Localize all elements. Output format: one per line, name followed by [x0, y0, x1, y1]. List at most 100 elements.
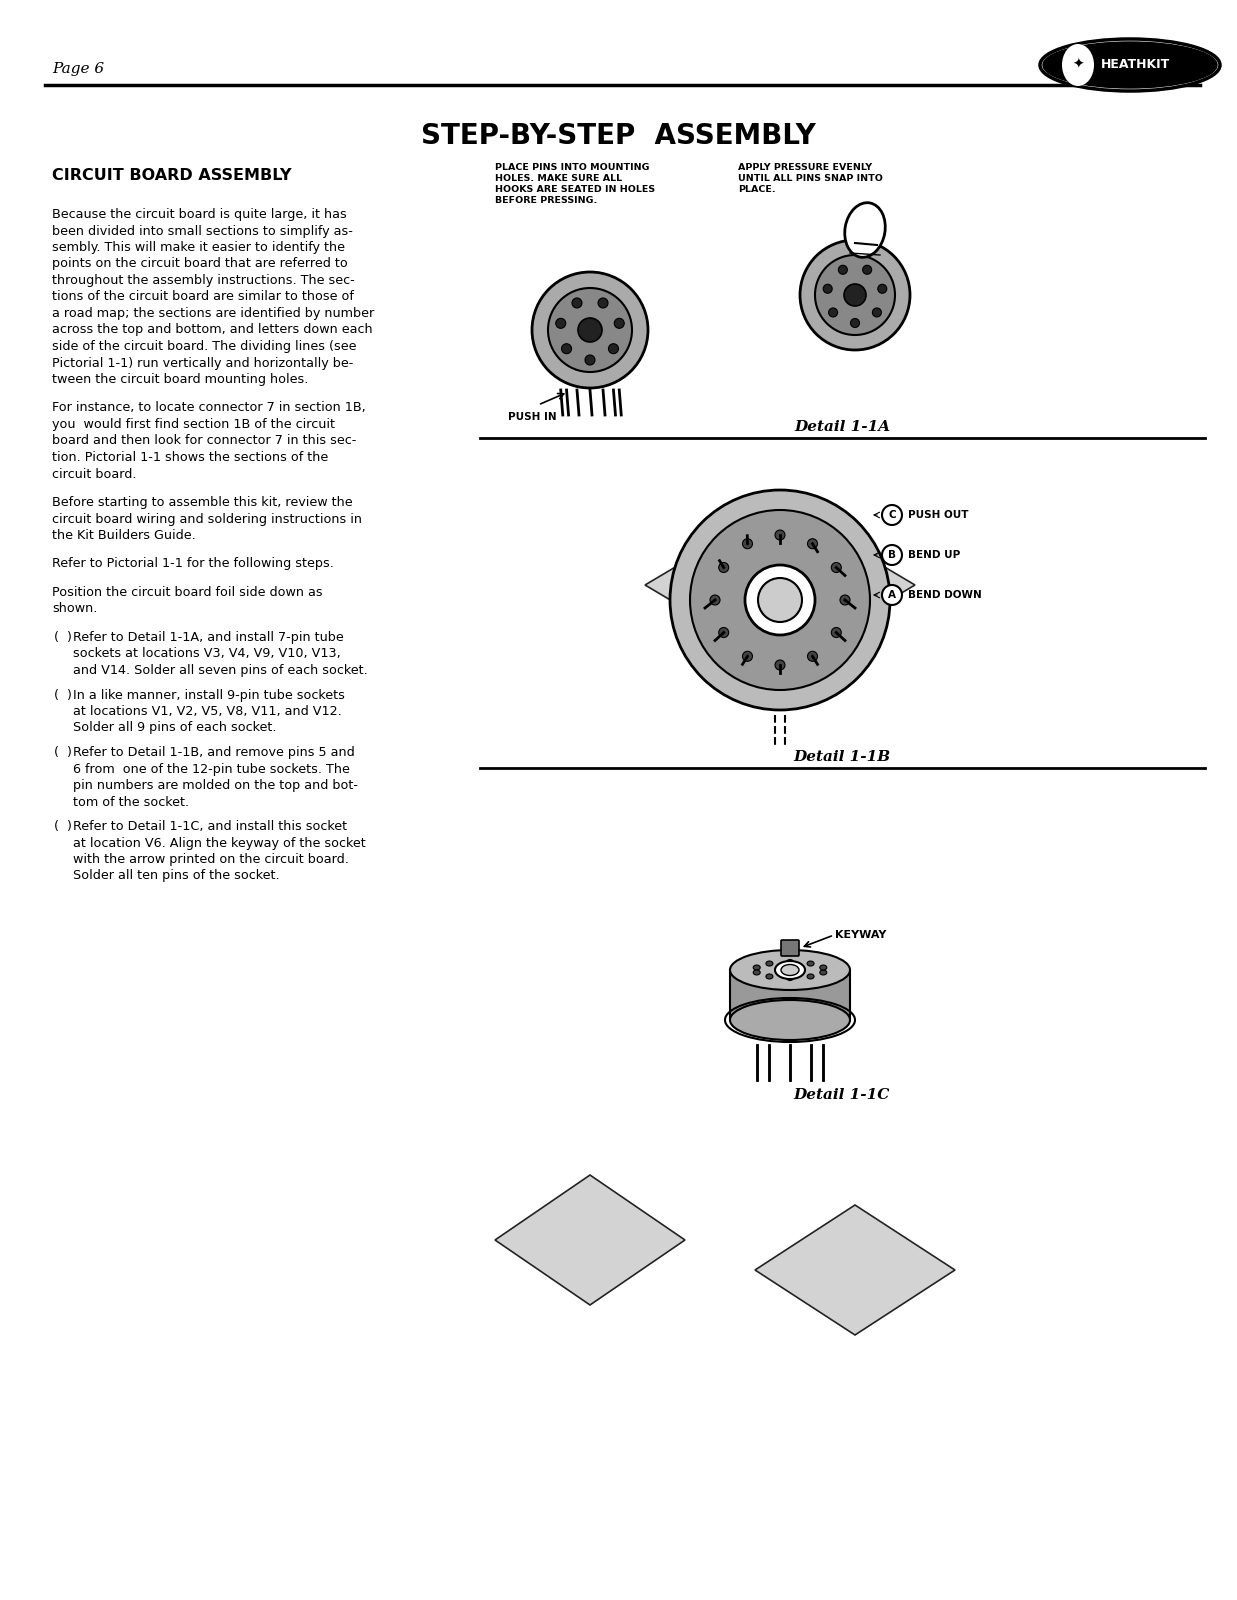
Text: sockets at locations V3, V4, V9, V10, V13,: sockets at locations V3, V4, V9, V10, V1… [73, 648, 340, 661]
Ellipse shape [753, 965, 761, 970]
Text: Refer to Detail 1-1B, and remove pins 5 and: Refer to Detail 1-1B, and remove pins 5 … [73, 746, 355, 758]
Text: BEND UP: BEND UP [908, 550, 960, 560]
Polygon shape [495, 1174, 685, 1306]
Text: Detail 1-1A: Detail 1-1A [794, 419, 891, 434]
Circle shape [615, 318, 625, 328]
Circle shape [840, 595, 850, 605]
Text: Because the circuit board is quite large, it has: Because the circuit board is quite large… [52, 208, 346, 221]
Text: circuit board.: circuit board. [52, 467, 136, 480]
Circle shape [571, 298, 581, 307]
Text: Refer to Detail 1-1A, and install 7-pin tube: Refer to Detail 1-1A, and install 7-pin … [73, 630, 344, 643]
Text: side of the circuit board. The dividing lines (see: side of the circuit board. The dividing … [52, 341, 356, 354]
Circle shape [555, 318, 565, 328]
Circle shape [882, 586, 902, 605]
Text: CIRCUIT BOARD ASSEMBLY: CIRCUIT BOARD ASSEMBLY [52, 168, 292, 182]
Text: Solder all ten pins of the socket.: Solder all ten pins of the socket. [73, 869, 280, 883]
FancyBboxPatch shape [781, 939, 799, 955]
Ellipse shape [787, 960, 793, 965]
Text: Page 6: Page 6 [52, 62, 104, 75]
Text: HOLES. MAKE SURE ALL: HOLES. MAKE SURE ALL [495, 174, 622, 182]
Text: (  ): ( ) [54, 746, 72, 758]
Text: points on the circuit board that are referred to: points on the circuit board that are ref… [52, 258, 348, 270]
Circle shape [878, 285, 887, 293]
Text: A: A [888, 590, 896, 600]
Text: tween the circuit board mounting holes.: tween the circuit board mounting holes. [52, 373, 308, 386]
Circle shape [609, 344, 618, 354]
Ellipse shape [807, 962, 814, 966]
Text: Refer to Detail 1-1C, and install this socket: Refer to Detail 1-1C, and install this s… [73, 819, 348, 834]
Circle shape [823, 285, 833, 293]
Text: Solder all 9 pins of each socket.: Solder all 9 pins of each socket. [73, 722, 277, 734]
Circle shape [690, 510, 870, 690]
Text: Detail 1-1B: Detail 1-1B [793, 750, 891, 765]
Text: (  ): ( ) [54, 688, 72, 701]
Text: PLACE PINS INTO MOUNTING: PLACE PINS INTO MOUNTING [495, 163, 649, 171]
Polygon shape [644, 506, 915, 666]
Text: (  ): ( ) [54, 630, 72, 643]
Text: PUSH IN: PUSH IN [508, 411, 557, 422]
Ellipse shape [776, 962, 805, 979]
Text: HEATHKIT: HEATHKIT [1101, 59, 1170, 72]
Text: at locations V1, V2, V5, V8, V11, and V12.: at locations V1, V2, V5, V8, V11, and V1… [73, 706, 341, 718]
Circle shape [745, 565, 815, 635]
Circle shape [872, 307, 882, 317]
Text: across the top and bottom, and letters down each: across the top and bottom, and letters d… [52, 323, 372, 336]
Circle shape [882, 546, 902, 565]
Text: BEND DOWN: BEND DOWN [908, 590, 982, 600]
Text: APPLY PRESSURE EVENLY: APPLY PRESSURE EVENLY [738, 163, 872, 171]
Circle shape [562, 344, 571, 354]
Circle shape [776, 530, 785, 541]
Circle shape [808, 651, 818, 661]
Circle shape [882, 506, 902, 525]
Ellipse shape [1043, 42, 1217, 88]
Text: 6 from  one of the 12-pin tube sockets. The: 6 from one of the 12-pin tube sockets. T… [73, 763, 350, 776]
Circle shape [851, 318, 860, 328]
Ellipse shape [807, 974, 814, 979]
Text: ✦: ✦ [1072, 58, 1084, 72]
Text: In a like manner, install 9-pin tube sockets: In a like manner, install 9-pin tube soc… [73, 688, 345, 701]
Text: For instance, to locate connector 7 in section 1B,: For instance, to locate connector 7 in s… [52, 402, 366, 414]
Text: KEYWAY: KEYWAY [835, 930, 887, 939]
Polygon shape [755, 1205, 955, 1334]
Ellipse shape [781, 965, 799, 976]
Circle shape [597, 298, 609, 307]
Ellipse shape [766, 974, 773, 979]
Circle shape [862, 266, 872, 274]
Text: B: B [888, 550, 896, 560]
Ellipse shape [820, 970, 826, 974]
Ellipse shape [1040, 38, 1220, 91]
Text: tion. Pictorial 1-1 shows the sections of the: tion. Pictorial 1-1 shows the sections o… [52, 451, 328, 464]
Text: (  ): ( ) [54, 819, 72, 834]
Text: sembly. This will make it easier to identify the: sembly. This will make it easier to iden… [52, 242, 345, 254]
Text: shown.: shown. [52, 603, 98, 616]
Circle shape [844, 285, 866, 306]
Text: with the arrow printed on the circuit board.: with the arrow printed on the circuit bo… [73, 853, 349, 866]
Circle shape [742, 651, 752, 661]
Text: Pictorial 1-1) run vertically and horizontally be-: Pictorial 1-1) run vertically and horizo… [52, 357, 354, 370]
Text: STEP-BY-STEP  ASSEMBLY: STEP-BY-STEP ASSEMBLY [421, 122, 815, 150]
Ellipse shape [845, 203, 886, 258]
Text: circuit board wiring and soldering instructions in: circuit board wiring and soldering instr… [52, 512, 362, 525]
Text: tions of the circuit board are similar to those of: tions of the circuit board are similar t… [52, 291, 354, 304]
Text: pin numbers are molded on the top and bot-: pin numbers are molded on the top and bo… [73, 779, 357, 792]
Ellipse shape [730, 950, 850, 990]
Circle shape [532, 272, 648, 387]
Circle shape [719, 627, 729, 637]
Text: PUSH OUT: PUSH OUT [908, 510, 969, 520]
Circle shape [758, 578, 802, 622]
Text: Detail 1-1C: Detail 1-1C [794, 1088, 891, 1102]
Circle shape [831, 563, 841, 573]
Text: you  would first find section 1B of the circuit: you would first find section 1B of the c… [52, 418, 335, 430]
Ellipse shape [766, 962, 773, 966]
Circle shape [839, 266, 847, 274]
Circle shape [800, 240, 910, 350]
Text: and V14. Solder all seven pins of each socket.: and V14. Solder all seven pins of each s… [73, 664, 367, 677]
Circle shape [776, 659, 785, 670]
Ellipse shape [787, 976, 793, 981]
Text: a road map; the sections are identified by number: a road map; the sections are identified … [52, 307, 375, 320]
Polygon shape [730, 970, 850, 1021]
Circle shape [670, 490, 889, 710]
Circle shape [742, 539, 752, 549]
Text: been divided into small sections to simplify as-: been divided into small sections to simp… [52, 224, 353, 237]
Circle shape [829, 307, 837, 317]
